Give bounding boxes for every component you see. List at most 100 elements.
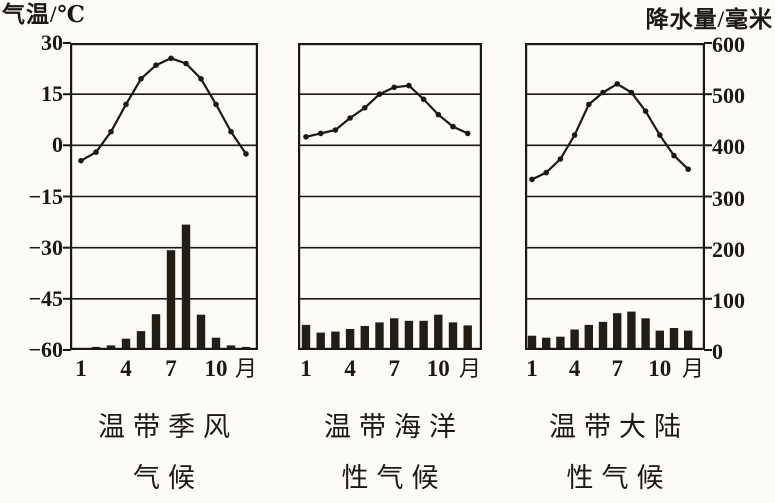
chart-caption-line: 温带季风 xyxy=(98,412,238,442)
temperature-axis-title: 气温/℃ xyxy=(2,2,86,27)
temperature-point xyxy=(153,62,159,68)
temperature-line xyxy=(80,57,247,162)
precip-bar xyxy=(641,318,650,349)
month-unit-label: 月 xyxy=(681,356,705,381)
temperature-point xyxy=(671,152,677,159)
temperature-point xyxy=(138,76,144,82)
precip-bar xyxy=(151,314,161,349)
precip-bar xyxy=(106,345,116,349)
temperature-point xyxy=(108,128,114,135)
precip-bar xyxy=(166,250,176,349)
precip-bar xyxy=(196,314,206,349)
month-tick-label: 7 xyxy=(165,356,177,381)
precipitation-tick-label: 100 xyxy=(712,287,745,313)
chart-caption-line: 气候 xyxy=(133,463,203,493)
month-tick-label: 1 xyxy=(75,356,87,381)
temperature-point xyxy=(362,105,368,111)
precip-bar xyxy=(434,314,443,349)
month-tick-label: 4 xyxy=(344,356,356,381)
precipitation-tick-label: 600 xyxy=(712,32,745,57)
temperature-point xyxy=(376,91,383,97)
precip-bar xyxy=(316,332,325,349)
temperature-point xyxy=(435,111,442,118)
precip-bar xyxy=(345,329,355,349)
precip-bar xyxy=(598,321,608,349)
chart-caption-line: 性气候 xyxy=(566,463,672,493)
temperature-point xyxy=(642,108,649,114)
month-tick-label: 10 xyxy=(204,356,228,381)
temperature-tick-label: 0 xyxy=(52,132,63,158)
temperature-point xyxy=(198,76,204,82)
month-tick-label: 4 xyxy=(120,356,132,381)
temperature-point xyxy=(657,132,663,138)
precip-bar xyxy=(301,324,311,349)
temperature-point xyxy=(628,89,635,96)
temperature-point xyxy=(586,101,592,108)
temperature-point xyxy=(303,134,309,140)
plot-border xyxy=(298,43,483,350)
temperature-point xyxy=(450,123,456,130)
plot-border xyxy=(70,43,259,350)
precip-bar xyxy=(669,328,679,349)
precip-bar xyxy=(419,320,428,349)
precipitation-tick-label: 0 xyxy=(712,339,723,364)
precip-bar xyxy=(448,322,458,349)
temperature-point xyxy=(685,166,691,172)
precip-bar xyxy=(684,330,693,349)
climate-plot-2 xyxy=(298,43,483,350)
temperature-point xyxy=(347,115,353,121)
temperature-point xyxy=(614,81,620,87)
precip-bar xyxy=(121,338,131,349)
temperature-point xyxy=(168,55,174,62)
temperature-line xyxy=(531,82,689,181)
precip-bar xyxy=(613,313,622,349)
precip-bar xyxy=(241,346,251,349)
temperature-point xyxy=(213,101,219,108)
temperature-point xyxy=(420,96,427,103)
temperature-point xyxy=(123,101,129,108)
temperature-tick-label: −45 xyxy=(28,285,63,311)
precip-bar xyxy=(463,325,472,349)
climate-plot-3 xyxy=(525,42,712,351)
temperature-point xyxy=(557,156,564,162)
month-tick-label: 4 xyxy=(568,356,581,381)
precip-bar xyxy=(91,346,101,349)
precip-bar xyxy=(627,311,636,349)
precip-bar xyxy=(331,331,340,349)
temperature-point xyxy=(543,169,549,176)
temperature-tick-label: −60 xyxy=(28,337,63,362)
precip-bar xyxy=(375,322,384,349)
precipitation-tick-label: 300 xyxy=(712,185,745,211)
precipitation-tick-label: 200 xyxy=(712,236,745,262)
month-tick-label: 1 xyxy=(526,356,538,381)
month-unit-label: 月 xyxy=(234,356,258,381)
precip-bar xyxy=(527,335,537,349)
chart-caption-line: 性气候 xyxy=(341,463,447,493)
precip-bar xyxy=(655,330,664,349)
precip-bar xyxy=(181,224,191,349)
precipitation-tick-label: 500 xyxy=(712,83,745,109)
temperature-tick-label: 30 xyxy=(41,30,63,55)
month-unit-label: 月 xyxy=(458,356,482,381)
chart-caption-line: 温带大陆 xyxy=(549,412,689,442)
precipitation-axis-title: 降水量/毫米 xyxy=(645,7,773,32)
temperature-point xyxy=(183,60,189,67)
month-tick-label: 1 xyxy=(300,356,312,381)
temperature-point xyxy=(243,151,249,157)
precip-bar xyxy=(584,324,593,349)
precip-bar xyxy=(360,326,369,349)
precip-bar xyxy=(404,320,414,349)
month-tick-label: 10 xyxy=(426,356,450,381)
temperature-point xyxy=(464,130,471,137)
precip-bar xyxy=(211,337,221,349)
temperature-point xyxy=(529,176,535,183)
precip-bar xyxy=(390,318,399,349)
precip-bar xyxy=(556,336,565,349)
month-tick-label: 7 xyxy=(611,356,623,381)
temperature-point xyxy=(93,149,99,155)
temperature-point xyxy=(332,127,339,133)
month-tick-label: 7 xyxy=(388,356,400,381)
precip-bar xyxy=(570,329,579,349)
temperature-point xyxy=(571,132,578,138)
